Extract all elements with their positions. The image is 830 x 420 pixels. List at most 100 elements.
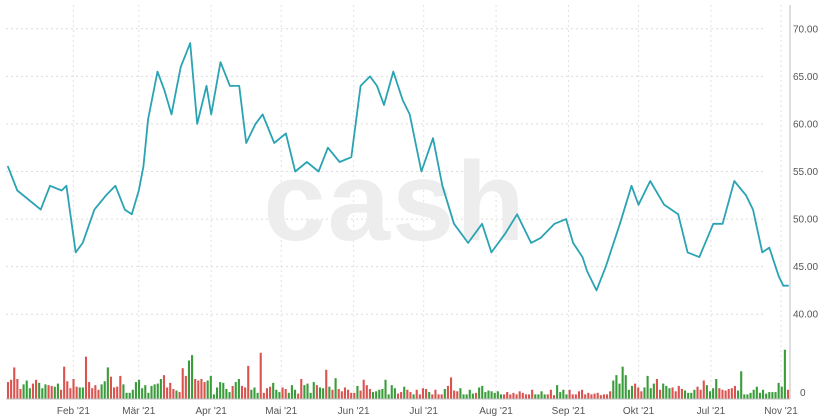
- price-point: [712, 223, 714, 225]
- volume-bar: [222, 382, 225, 399]
- volume-bar: [602, 394, 605, 399]
- price-point: [131, 213, 133, 215]
- volume-bar: [699, 389, 702, 399]
- volume-bar: [35, 379, 38, 399]
- y-tick-label: 70.00: [793, 24, 818, 35]
- volume-bar: [581, 389, 584, 399]
- price-point: [245, 142, 247, 144]
- price-point: [61, 189, 63, 192]
- volume-bar: [768, 392, 771, 399]
- volume-bar: [428, 392, 431, 399]
- volume-bar: [28, 388, 31, 399]
- volume-bar: [334, 378, 337, 399]
- volume-bar: [484, 392, 487, 399]
- price-point: [196, 123, 198, 125]
- volume-bar: [471, 393, 474, 399]
- volume-bar: [503, 394, 506, 399]
- volume-bar: [137, 379, 141, 399]
- volume-bar: [306, 383, 309, 399]
- volume-bar: [733, 385, 737, 399]
- volume-bar: [743, 394, 746, 399]
- price-point: [28, 199, 30, 201]
- volume-bar: [378, 389, 381, 399]
- price-point: [189, 42, 191, 44]
- volume-bar: [88, 382, 91, 399]
- x-tick-label: Sep '21: [552, 406, 586, 417]
- volume-bar: [284, 388, 287, 399]
- volume-bar: [425, 388, 428, 399]
- price-point: [441, 185, 443, 187]
- volume-bar: [19, 388, 22, 399]
- volume-bar: [646, 375, 649, 399]
- volume-bar: [169, 382, 172, 399]
- volume-bar: [777, 382, 780, 399]
- volume-bar: [737, 390, 740, 399]
- price-point: [530, 242, 532, 244]
- volume-bar: [275, 389, 278, 399]
- price-point: [453, 223, 455, 225]
- volume-bar: [22, 384, 25, 399]
- volume-bar: [727, 388, 730, 399]
- volume-bar: [462, 394, 465, 399]
- price-point: [254, 123, 257, 125]
- price-point: [698, 256, 700, 258]
- volume-bar: [487, 390, 490, 399]
- volume-bar: [109, 376, 113, 399]
- volume-bar: [783, 349, 786, 399]
- volume-bar: [106, 367, 109, 399]
- volume-bar: [674, 391, 677, 399]
- volume-bar: [615, 375, 618, 399]
- price-point: [481, 223, 483, 225]
- price-point: [49, 185, 51, 187]
- volume-bar: [568, 389, 571, 399]
- price-point: [65, 185, 67, 187]
- price-point: [285, 132, 287, 134]
- volume-bar: [786, 389, 790, 399]
- price-point: [170, 113, 173, 115]
- volume-bar: [696, 386, 699, 399]
- volume-bar: [365, 385, 368, 399]
- volume-bar: [166, 387, 169, 399]
- volume-bar: [752, 389, 755, 399]
- volume-bar: [187, 360, 191, 399]
- volume-bar: [281, 387, 284, 399]
- x-tick-label: Okt '21: [623, 406, 655, 417]
- volume-bar: [212, 394, 215, 399]
- gridlines: [6, 5, 782, 399]
- volume-bar: [490, 391, 493, 399]
- volume-bar: [527, 394, 531, 399]
- volume-bar: [605, 394, 609, 399]
- volume-bar: [63, 366, 66, 399]
- volume-bar: [590, 394, 593, 399]
- y-tick-label: 40.00: [793, 310, 818, 321]
- volume-bar: [362, 379, 365, 399]
- y-tick-label: 65.00: [793, 72, 818, 83]
- price-point: [402, 99, 404, 101]
- volume-bar: [705, 385, 708, 399]
- price-point: [156, 71, 159, 73]
- price-point: [787, 285, 789, 287]
- price-point: [40, 209, 42, 211]
- volume-bar: [556, 385, 559, 399]
- price-point: [745, 194, 747, 196]
- x-tick-label: Aug '21: [479, 406, 513, 417]
- volume-bar: [671, 387, 674, 399]
- volume-bar: [191, 355, 194, 399]
- price-point: [637, 204, 640, 206]
- volume-bar: [515, 394, 518, 399]
- price-point: [605, 266, 607, 268]
- price-point: [350, 156, 352, 158]
- volume-bar: [637, 387, 640, 399]
- volume-bar: [702, 380, 705, 399]
- volume-bar: [577, 391, 581, 399]
- price-point: [516, 213, 518, 215]
- x-tick-label: Jul '21: [697, 406, 726, 417]
- volume-bar: [421, 388, 425, 399]
- price-point: [205, 85, 208, 87]
- volume-bar: [584, 394, 587, 399]
- volume-bars: [6, 349, 790, 399]
- volume-bar: [749, 392, 752, 399]
- volume-bar: [624, 375, 627, 399]
- price-point: [262, 113, 264, 115]
- volume-bar: [328, 386, 331, 399]
